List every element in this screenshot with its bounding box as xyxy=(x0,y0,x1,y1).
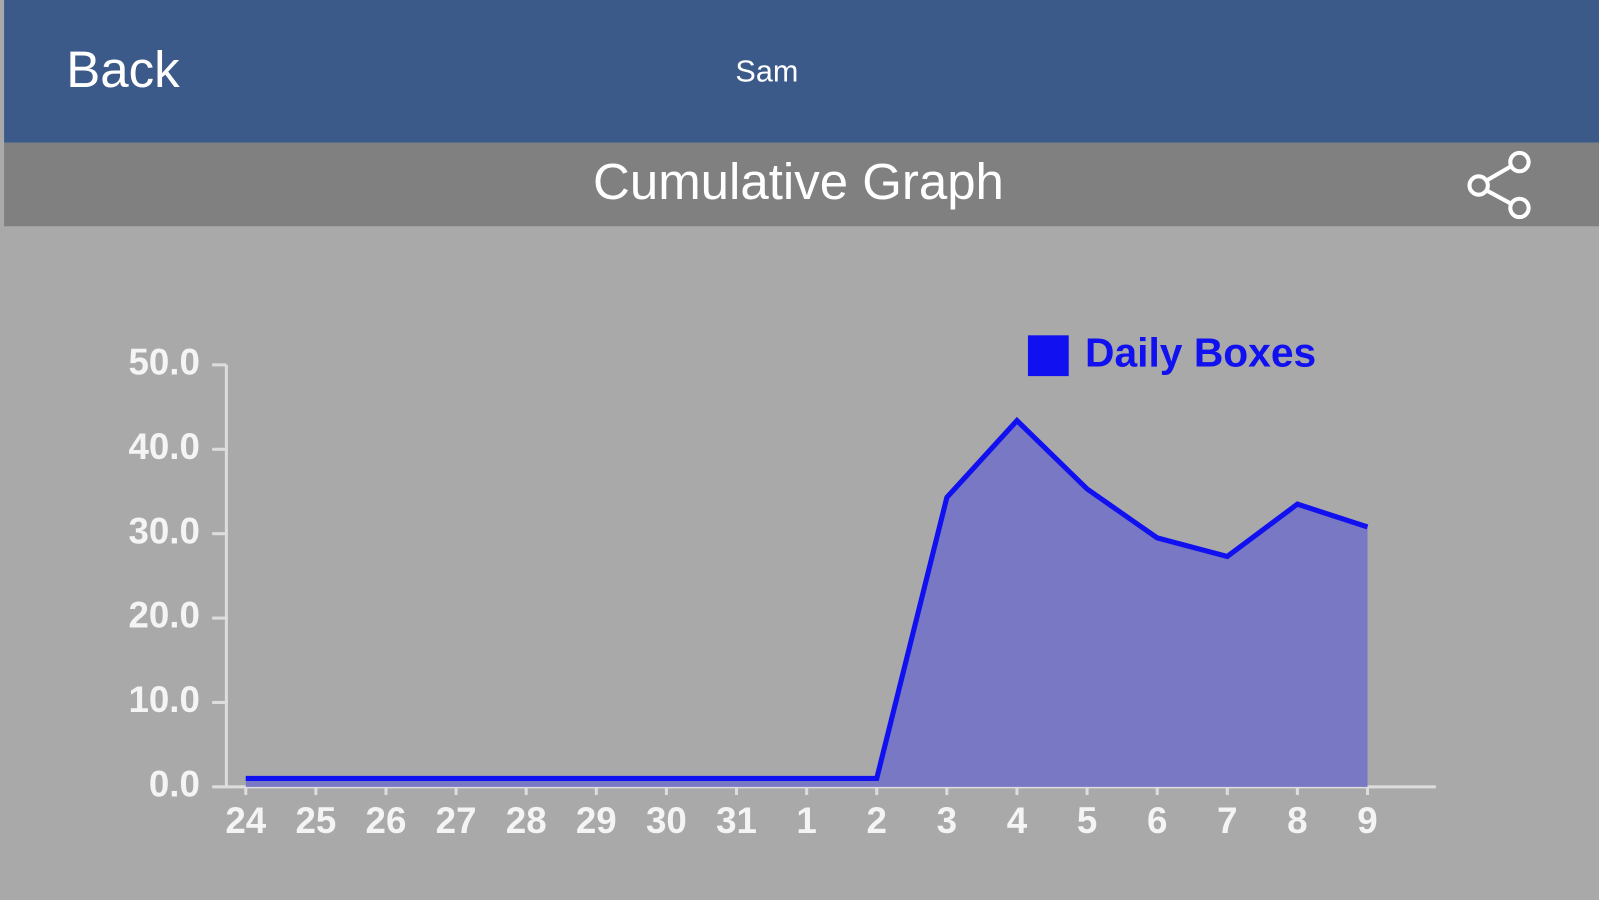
x-tick-label: 24 xyxy=(225,800,266,841)
y-tick-label: 10.0 xyxy=(128,679,199,720)
toolbar-title: Cumulative Graph xyxy=(593,153,1004,210)
x-tick-label: 3 xyxy=(937,800,957,841)
x-tick-label: 5 xyxy=(1077,800,1097,841)
share-button[interactable] xyxy=(1467,150,1531,220)
x-tick-label: 1 xyxy=(796,800,816,841)
x-tick-label: 7 xyxy=(1217,800,1237,841)
y-tick-label: 40.0 xyxy=(128,426,199,467)
x-tick-label: 27 xyxy=(436,800,477,841)
user-name: Sam xyxy=(735,54,798,88)
y-tick-label: 0.0 xyxy=(149,764,200,805)
y-tick-label: 50.0 xyxy=(128,342,199,383)
x-tick-label: 29 xyxy=(576,800,617,841)
area-line xyxy=(245,416,1369,781)
back-button[interactable]: Back xyxy=(66,41,180,98)
x-tick-label: 31 xyxy=(716,800,757,841)
x-tick-label: 26 xyxy=(366,800,407,841)
x-tick-label: 2 xyxy=(867,800,887,841)
x-tick-label: 28 xyxy=(506,800,547,841)
x-tick-label: 4 xyxy=(1007,800,1028,841)
toolbar xyxy=(4,142,1599,227)
chart: 0.010.020.030.040.050.024 25 26 27 28 29 30 31 1… xyxy=(128,329,1436,841)
y-tick-label: 20.0 xyxy=(128,595,199,636)
x-tick-label: 6 xyxy=(1147,800,1167,841)
x-tick-label: 30 xyxy=(646,800,687,841)
area-fill xyxy=(245,420,1368,787)
legend-swatch xyxy=(1027,335,1069,377)
x-tick-label: 9 xyxy=(1357,800,1377,841)
y-tick-label: 30.0 xyxy=(128,510,199,551)
nav-bar xyxy=(4,0,1599,143)
x-tick-label: 8 xyxy=(1287,800,1307,841)
legend-label: Daily Boxes xyxy=(1085,329,1316,375)
x-tick-label: 25 xyxy=(295,800,336,841)
